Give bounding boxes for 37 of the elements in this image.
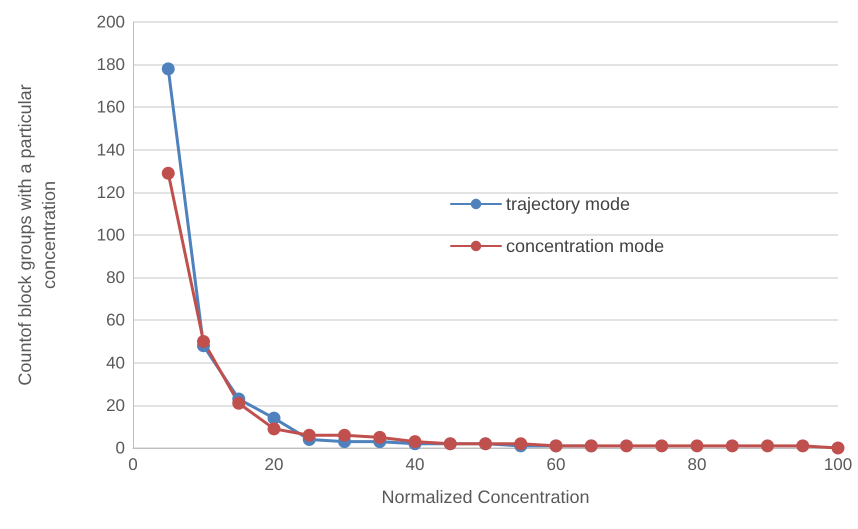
point — [162, 166, 175, 180]
point — [655, 439, 668, 452]
y-tick-label: 80 — [106, 268, 125, 288]
point — [620, 439, 633, 452]
point — [373, 430, 386, 444]
legend-label: trajectory mode — [506, 194, 630, 214]
point — [232, 396, 246, 410]
point — [832, 442, 844, 454]
y-tick-label: 20 — [106, 396, 125, 415]
point — [197, 335, 210, 348]
x-tick-label: 100 — [824, 455, 852, 474]
point — [302, 428, 316, 442]
y-tick-label: 100 — [96, 226, 125, 244]
y-tick-label: 0 — [116, 438, 125, 458]
point — [796, 439, 810, 452]
y-tick-label: 120 — [96, 182, 125, 202]
x-axis-title: Normalized Concentration — [381, 487, 590, 507]
point — [690, 439, 704, 452]
y-tick-label: 60 — [106, 310, 125, 330]
point — [761, 439, 774, 452]
y-tick-label: 140 — [96, 140, 125, 160]
legend-label: concentration mode — [506, 236, 664, 256]
point — [268, 412, 280, 425]
point — [726, 439, 739, 452]
y-axis-title: Countof block groups with a particular concentration — [15, 84, 59, 386]
point — [162, 62, 175, 76]
y-tick-label: 40 — [106, 353, 125, 372]
x-tick-label: 40 — [406, 455, 424, 474]
y-tick-label: 160 — [96, 98, 125, 117]
point — [268, 422, 280, 436]
x-tick-label: 60 — [546, 455, 566, 474]
point — [338, 428, 351, 442]
y-tick-label: 200 — [96, 12, 125, 32]
x-tick-label: 0 — [128, 455, 138, 474]
x-tick-label: 80 — [688, 455, 706, 474]
y-tick-label: 180 — [96, 55, 125, 74]
x-tick-label: 20 — [264, 455, 284, 474]
